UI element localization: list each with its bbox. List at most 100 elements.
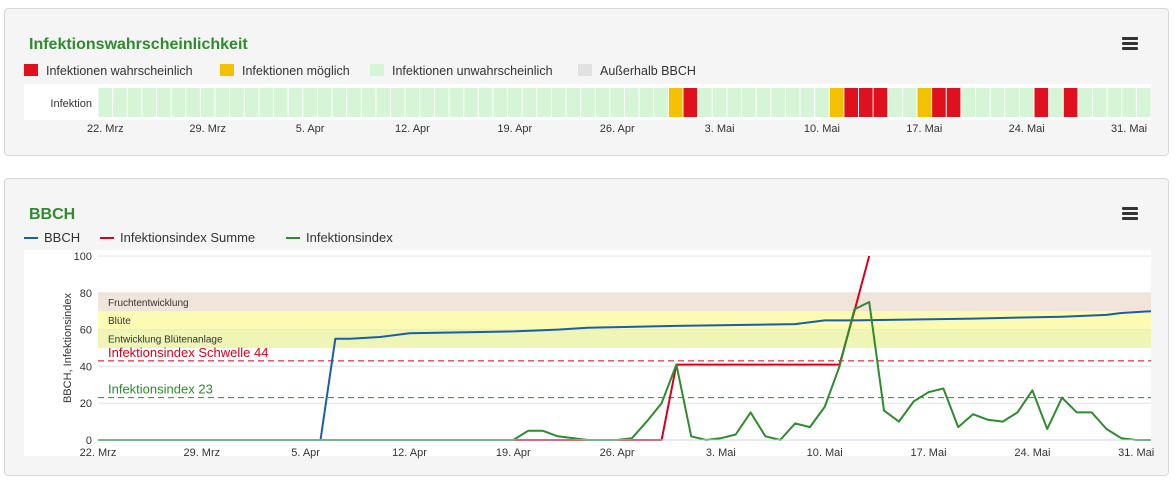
heatmap-cell-unlikely xyxy=(522,88,537,117)
threshold-label: Infektionsindex 23 xyxy=(108,382,213,397)
heatmap-x-tick: 31. Mai xyxy=(1111,123,1147,135)
heatmap-cell-unlikely xyxy=(274,88,288,117)
bbch-band xyxy=(98,311,1151,330)
heatmap-cell-unlikely xyxy=(902,88,917,117)
heatmap-cell-unlikely xyxy=(244,88,259,117)
heatmap-cell-unlikely xyxy=(113,88,127,117)
heatmap-cell-unlikely xyxy=(698,88,712,117)
heatmap-cell-unlikely xyxy=(581,88,595,117)
legend-label-likely: Infektionen wahrscheinlich xyxy=(46,64,193,78)
heatmap-cell-unlikely xyxy=(625,88,639,117)
heatmap-cell-unlikely xyxy=(742,88,756,117)
heatmap-cell-unlikely xyxy=(376,88,391,117)
heatmap-cell-unlikely xyxy=(639,88,654,117)
legend-label-possible: Infektionen möglich xyxy=(242,64,350,78)
heatmap-cell-unlikely xyxy=(230,88,244,117)
y-tick-label: 60 xyxy=(80,325,92,337)
heatmap-cell-unlikely xyxy=(1019,88,1034,117)
heatmap-cell-possible xyxy=(917,88,932,117)
heatmap-cell-unlikely xyxy=(1136,88,1151,117)
legend-swatch-outside xyxy=(578,64,592,76)
heatmap-cell-unlikely xyxy=(756,88,771,117)
line-x-tick: 3. Mai xyxy=(706,447,736,459)
heatmap-cell-unlikely xyxy=(157,88,171,117)
panel-title: Infektionswahrscheinlichkeit xyxy=(29,36,248,53)
heatmap-x-tick: 19. Apr xyxy=(497,123,532,135)
legend-label-unlikely: Infektionen unwahrscheinlich xyxy=(392,64,553,78)
legend-label-outside: Außerhalb BBCH xyxy=(600,64,696,78)
line-x-tick: 17. Mai xyxy=(910,447,946,459)
line-x-tick: 31. Mai xyxy=(1118,447,1154,459)
heatmap-cell-unlikely xyxy=(610,88,625,117)
y-tick-label: 80 xyxy=(80,288,92,300)
heatmap-x-tick: 17. Mai xyxy=(906,123,942,135)
heatmap-cell-unlikely xyxy=(215,88,230,117)
heatmap-x-tick: 26. Apr xyxy=(600,123,635,135)
panel-title: BBCH xyxy=(29,206,76,223)
heatmap-x-tick: 3. Mai xyxy=(705,123,735,135)
heatmap-cell-unlikely xyxy=(712,88,727,117)
heatmap-cell-unlikely xyxy=(1122,88,1136,117)
heatmap-cell-unlikely xyxy=(317,88,332,117)
y-tick-label: 40 xyxy=(80,361,92,373)
heatmap-cell-unlikely xyxy=(815,88,829,117)
bbch-band-label: Blüte xyxy=(108,316,131,327)
heatmap-cell-unlikely xyxy=(771,88,785,117)
heatmap-cell-unlikely xyxy=(976,88,990,117)
hamburger-menu-icon[interactable] xyxy=(1122,207,1138,220)
y-tick-label: 0 xyxy=(86,435,92,447)
legend-swatch-possible xyxy=(220,64,234,76)
threshold-label: Infektionsindex Schwelle 44 xyxy=(108,345,268,360)
heatmap-cell-unlikely xyxy=(566,88,581,117)
heatmap-cell-unlikely xyxy=(464,88,478,117)
heatmap-cell-unlikely xyxy=(332,88,347,117)
heatmap-cell-unlikely xyxy=(434,88,449,117)
heatmap-cell-likely xyxy=(873,88,888,117)
series-line-0 xyxy=(98,310,1152,441)
heatmap-cell-unlikely xyxy=(347,88,361,117)
line-x-tick: 19. Apr xyxy=(496,447,531,459)
heatmap-x-tick: 24. Mai xyxy=(1009,123,1045,135)
heatmap-cell-unlikely xyxy=(654,88,668,117)
heatmap-cell-unlikely xyxy=(200,88,215,117)
heatmap-cell-likely xyxy=(932,88,946,117)
bbch-band xyxy=(98,292,1151,312)
heatmap-cell-unlikely xyxy=(259,88,274,117)
heatmap-cell-unlikely xyxy=(727,88,742,117)
heatmap-x-tick: 5. Apr xyxy=(296,123,325,135)
heatmap-cell-unlikely xyxy=(551,88,566,117)
heatmap-cell-unlikely xyxy=(171,88,186,117)
heatmap-cell-unlikely xyxy=(800,88,815,117)
line-x-tick: 10. Mai xyxy=(807,447,843,459)
hamburger-menu-icon[interactable] xyxy=(1122,37,1138,50)
heatmap-cell-unlikely xyxy=(361,88,376,117)
heatmap-cell-likely xyxy=(1063,88,1078,117)
y-tick-label: 20 xyxy=(80,398,92,410)
heatmap-cell-unlikely xyxy=(1093,88,1107,117)
heatmap-cell-likely xyxy=(859,88,873,117)
line-x-tick: 5. Apr xyxy=(291,447,320,459)
heatmap-cell-unlikely xyxy=(405,88,420,117)
heatmap-cell-likely xyxy=(946,88,961,117)
heatmap-x-tick: 22. Mrz xyxy=(87,123,124,135)
heatmap-cell-unlikely xyxy=(990,88,1005,117)
heatmap-cell-unlikely xyxy=(391,88,405,117)
line-x-tick: 12. Apr xyxy=(392,447,427,459)
heatmap-cell-unlikely xyxy=(420,88,434,117)
legend-label-2: Infektionsindex xyxy=(306,230,393,245)
legend-swatch-likely xyxy=(24,64,38,76)
heatmap-x-tick: 12. Apr xyxy=(395,123,430,135)
infection-probability-panel: Infektionswahrscheinlichkeit xyxy=(4,8,1169,156)
heatmap-cell-unlikely xyxy=(98,88,113,117)
series-line-2 xyxy=(98,301,1151,441)
heatmap-cell-unlikely xyxy=(288,88,303,117)
heatmap-cell-likely xyxy=(1034,88,1049,117)
heatmap-cell-unlikely xyxy=(595,88,610,117)
heatmap-cell-unlikely xyxy=(478,88,493,117)
heatmap-cell-unlikely xyxy=(303,88,317,117)
heatmap-x-tick: 29. Mrz xyxy=(189,123,226,135)
heatmap-cell-unlikely xyxy=(785,88,800,117)
heatmap-cell-likely xyxy=(844,88,859,117)
heatmap-cell-possible xyxy=(668,88,683,117)
heatmap-cell-unlikely xyxy=(127,88,142,117)
